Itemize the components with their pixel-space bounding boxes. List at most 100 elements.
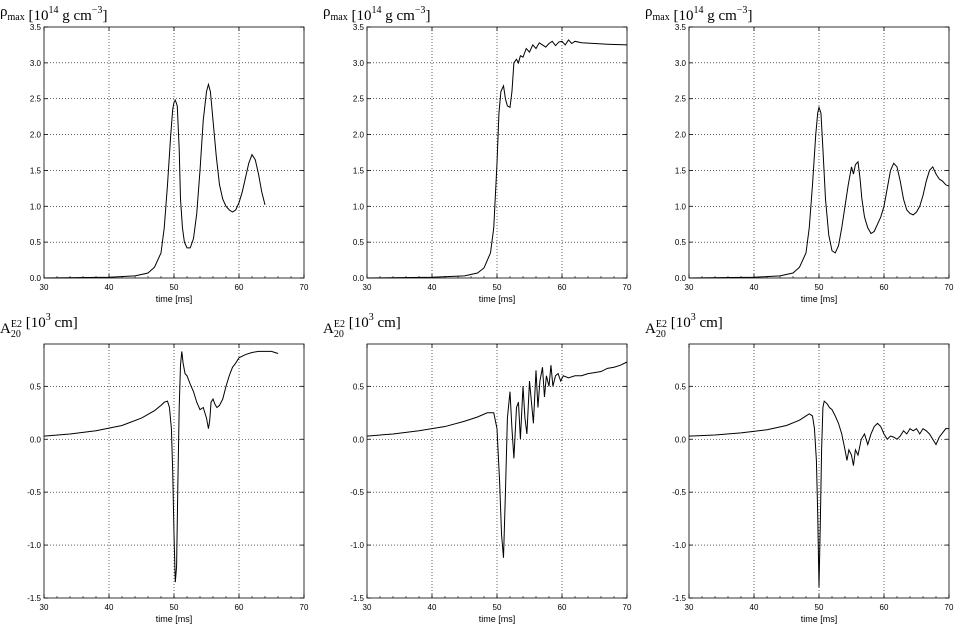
y-tick-label: 1.0 [30, 202, 42, 211]
y-tick-label: -0.5 [27, 488, 41, 497]
y-axis-label: A20E2 [103 cm] [323, 312, 401, 340]
y-axis-label: ρmax [1014 g cm−3] [0, 4, 107, 24]
y-axis-label: ρmax [1014 g cm−3] [323, 4, 430, 24]
x-tick-label: 40 [428, 603, 437, 612]
x-tick-label: 40 [750, 603, 759, 612]
y-tick-label: -0.5 [350, 488, 364, 497]
x-tick-label: 30 [40, 283, 49, 292]
y-tick-label: 0.5 [675, 238, 687, 247]
y-tick-label: 0.0 [353, 435, 365, 444]
x-tick-label: 60 [558, 603, 567, 612]
x-axis-label: time [ms] [156, 294, 193, 304]
x-tick-label: 50 [815, 603, 824, 612]
y-tick-label: 0.5 [30, 382, 42, 391]
x-tick-label: 40 [428, 283, 437, 292]
y-tick-label: 0.5 [675, 382, 687, 391]
plot-frame [366, 343, 628, 599]
series-line-1 [43, 350, 279, 583]
x-tick-label: 50 [170, 603, 179, 612]
series-line-1 [366, 39, 628, 279]
plot-frame [688, 26, 950, 279]
x-axis-label: time [ms] [156, 614, 193, 624]
chart-panel-6: -1.5 -1.0 -0.5 0.0 0.5 30 40 50 60 70 time [ms] A20… [645, 312, 954, 624]
y-tick-label: 1.0 [353, 202, 365, 211]
chart-panel-2: 0.0 0.5 1.0 1.5 2.0 2.5 3.0 3.5 30 40 50 60 70 time [… [323, 4, 632, 304]
x-axis-label: time [ms] [479, 614, 516, 624]
y-tick-label: -0.5 [672, 488, 686, 497]
series-line-1 [43, 82, 266, 279]
x-tick-label: 70 [623, 283, 632, 292]
y-tick-label: -1.5 [350, 594, 364, 603]
x-tick-label: 60 [880, 283, 889, 292]
series-line-1 [688, 400, 949, 588]
y-tick-label: 2.5 [675, 95, 687, 104]
x-axis-label: time [ms] [801, 294, 838, 304]
y-tick-label: 2.5 [30, 95, 42, 104]
series-line-1 [366, 361, 628, 558]
y-tick-label: 0.0 [353, 274, 365, 283]
y-tick-label: 0.5 [353, 238, 365, 247]
x-tick-label: 40 [750, 283, 759, 292]
x-tick-label: 30 [685, 283, 694, 292]
x-tick-label: 60 [558, 283, 567, 292]
y-tick-label: -1.5 [27, 594, 41, 603]
y-tick-label: 1.5 [675, 166, 687, 175]
y-axis-label: ρmax [1014 g cm−3] [645, 4, 752, 24]
y-tick-label: 0.0 [30, 435, 42, 444]
y-tick-label: 3.0 [675, 59, 687, 68]
y-tick-label: -1.0 [350, 541, 364, 550]
y-tick-label: 3.5 [30, 23, 42, 32]
plot-frame [43, 343, 305, 599]
x-tick-label: 60 [235, 283, 244, 292]
x-tick-label: 40 [105, 603, 114, 612]
x-tick-label: 30 [40, 603, 49, 612]
x-tick-label: 60 [880, 603, 889, 612]
y-tick-label: 0.0 [30, 274, 42, 283]
y-tick-label: 1.0 [675, 202, 687, 211]
y-tick-label: 2.5 [353, 95, 365, 104]
x-tick-label: 70 [945, 283, 954, 292]
x-tick-label: 70 [623, 603, 632, 612]
y-tick-label: 1.5 [30, 166, 42, 175]
y-tick-label: 3.5 [675, 23, 687, 32]
plot-frame [688, 343, 950, 599]
y-tick-label: 2.0 [30, 131, 42, 140]
y-tick-label: -1.5 [672, 594, 686, 603]
x-tick-label: 50 [170, 283, 179, 292]
plot-frame [43, 26, 305, 279]
y-tick-label: 3.0 [353, 59, 365, 68]
y-tick-label: 0.0 [675, 274, 687, 283]
x-tick-label: 70 [300, 603, 309, 612]
x-tick-label: 30 [363, 603, 372, 612]
x-axis-label: time [ms] [801, 614, 838, 624]
x-tick-label: 70 [945, 603, 954, 612]
y-tick-label: 3.5 [353, 23, 365, 32]
y-tick-label: 2.0 [353, 131, 365, 140]
x-tick-label: 70 [300, 283, 309, 292]
x-tick-label: 30 [685, 603, 694, 612]
y-tick-label: 1.5 [353, 166, 365, 175]
x-tick-label: 50 [815, 283, 824, 292]
y-tick-label: 2.0 [675, 131, 687, 140]
y-axis-label: A20E2 [103 cm] [645, 312, 723, 340]
y-tick-label: 0.5 [30, 238, 42, 247]
chart-panel-1: 0.0 0.5 1.0 1.5 2.0 2.5 3.0 3.5 30 40 50 60 70 time [… [0, 4, 309, 304]
y-tick-label: -1.0 [27, 541, 41, 550]
chart-panel-5: -1.5 -1.0 -0.5 0.0 0.5 30 40 50 60 70 time [ms] A20… [323, 312, 632, 624]
x-axis-label: time [ms] [479, 294, 516, 304]
x-tick-label: 50 [493, 603, 502, 612]
y-tick-label: 0.5 [353, 382, 365, 391]
chart-panel-4: -1.5 -1.0 -0.5 0.0 0.5 30 40 50 60 70 time [ms] A20… [0, 312, 309, 624]
y-axis-label: A20E2 [103 cm] [0, 312, 78, 340]
series-line-1 [688, 105, 950, 279]
y-tick-label: 3.0 [30, 59, 42, 68]
y-tick-label: -1.0 [672, 541, 686, 550]
chart-panel-3: 0.0 0.5 1.0 1.5 2.0 2.5 3.0 3.5 30 40 50 60 70 time [… [645, 4, 954, 304]
y-tick-label: 0.0 [675, 435, 687, 444]
x-tick-label: 50 [493, 283, 502, 292]
x-tick-label: 30 [363, 283, 372, 292]
x-tick-label: 40 [105, 283, 114, 292]
plot-frame [366, 26, 628, 279]
x-tick-label: 60 [235, 603, 244, 612]
